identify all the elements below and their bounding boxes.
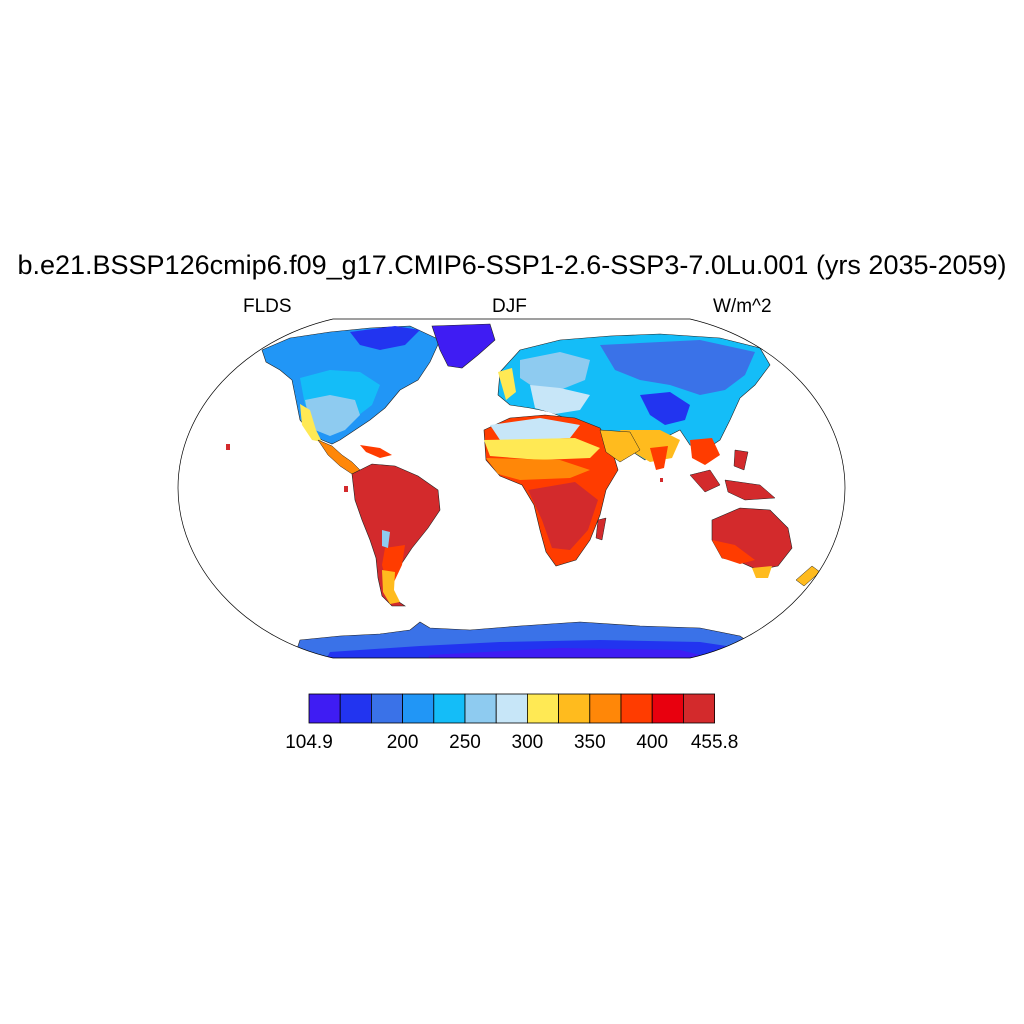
colorbar-box	[558, 693, 591, 724]
colorbar-box	[620, 693, 653, 724]
colorbar-tick-label: 350	[574, 732, 606, 753]
colorbar-box	[527, 693, 560, 724]
colorbar-box	[339, 693, 372, 724]
colorbar-tick-label: 250	[449, 732, 481, 753]
colorbar-box	[433, 693, 466, 724]
colorbar-box	[589, 693, 622, 724]
map-frame	[177, 318, 846, 659]
colorbar-tick-label: 455.8	[691, 732, 739, 753]
colorbar-tick-label: 200	[387, 732, 419, 753]
colorbar-box	[683, 693, 716, 724]
colorbar-box	[464, 693, 497, 724]
colorbar-box	[402, 693, 435, 724]
colorbar-tick-label: 400	[636, 732, 668, 753]
greenland	[431, 323, 496, 369]
colorbar-tick-label: 300	[512, 732, 544, 753]
colorbar-tick-label: 104.9	[285, 732, 333, 753]
colorbar-box	[651, 693, 684, 724]
variable-label: FLDS	[243, 296, 292, 317]
units-label: W/m^2	[713, 296, 772, 317]
season-label: DJF	[492, 296, 527, 317]
colorbar-box	[370, 693, 403, 724]
plot-title: b.e21.BSSP126cmip6.f09_g17.CMIP6-SSP1-2.…	[17, 250, 1007, 280]
colorbar-box	[495, 693, 528, 724]
colorbar-box	[308, 693, 341, 724]
